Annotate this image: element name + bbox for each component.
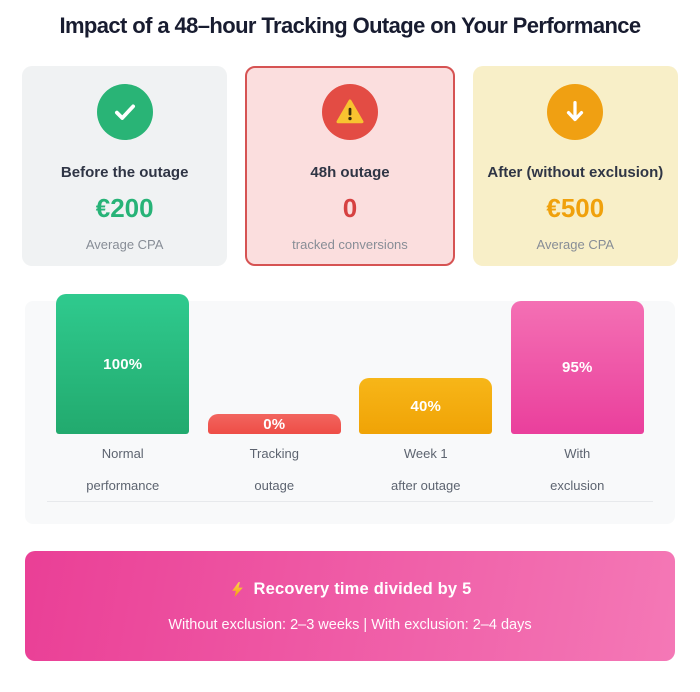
chart-labels-row: Normal performance Tracking outage Week 1 …	[47, 438, 653, 502]
card-title: Before the outage	[60, 164, 189, 181]
bar-value-label: 100%	[103, 355, 143, 373]
card-outage: 48h outage 0 tracked conversions	[245, 66, 455, 266]
banner-title-row: Recovery time divided by 5	[229, 580, 472, 599]
performance-bar-chart: 100% 0% 40% 95% Normal performance Tracking …	[25, 294, 675, 524]
card-title: After (without exclusion)	[487, 164, 664, 181]
card-title: 48h outage	[310, 164, 390, 181]
bar-category-label: Week 1 after outage	[391, 446, 461, 493]
card-before: Before the outage €200 Average CPA	[22, 66, 228, 266]
bar-category-label: Tracking outage	[249, 446, 299, 493]
card-value: €500	[546, 193, 605, 223]
page-title: Impact of a 48–hour Tracking Outage on Y…	[59, 13, 641, 38]
card-caption: Average CPA	[536, 237, 615, 252]
card-after: After (without exclusion) €500 Average C…	[472, 66, 678, 266]
card-value: €200	[95, 193, 154, 223]
chart-baseline	[47, 501, 653, 502]
card-caption: tracked conversions	[292, 237, 408, 252]
bar-category-label: With exclusion	[550, 446, 605, 493]
check-icon	[96, 84, 153, 140]
stat-cards-row: Before the outage €200 Average CPA 48h o…	[0, 66, 700, 266]
bar-value-label: 95%	[561, 359, 593, 376]
bar: 100%	[56, 294, 190, 434]
card-value: 0	[342, 193, 358, 223]
banner-title: Recovery time divided by 5	[253, 579, 472, 598]
bar: 0%	[207, 414, 341, 434]
bar-value-label: 40%	[410, 397, 442, 415]
lightning-icon	[229, 581, 246, 598]
recovery-banner: Recovery time divided by 5 Without exclu…	[25, 551, 675, 661]
card-caption: Average CPA	[85, 237, 164, 252]
banner-subtitle: Without exclusion: 2–3 weeks | With excl…	[168, 616, 532, 633]
bar: 95%	[510, 301, 644, 434]
arrow-down-icon	[547, 84, 604, 140]
warning-icon	[321, 84, 378, 140]
bar-category-label: Normal performance	[86, 446, 160, 493]
bar-value-label: 0%	[263, 415, 286, 433]
bar: 40%	[359, 378, 493, 434]
